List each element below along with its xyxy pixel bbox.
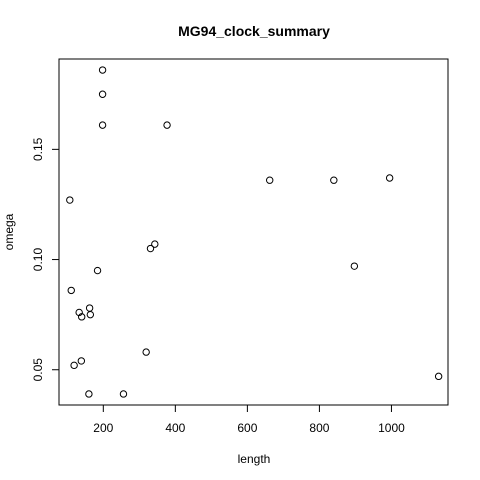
data-point	[351, 263, 357, 269]
y-axis: 0.05 0.10 0.15	[31, 137, 59, 381]
data-point	[147, 245, 153, 251]
data-point	[78, 358, 84, 364]
y-tick-label: 0.15	[31, 137, 45, 161]
data-point	[143, 349, 149, 355]
x-axis: 200 400 600 800 1000	[93, 405, 405, 435]
x-axis-label: length	[238, 452, 271, 466]
data-point	[267, 177, 273, 183]
data-point	[86, 391, 92, 397]
data-point	[94, 267, 100, 273]
data-point	[120, 391, 126, 397]
data-point	[87, 311, 93, 317]
x-tick-label: 800	[309, 421, 329, 435]
x-tick-label: 600	[237, 421, 257, 435]
data-point	[331, 177, 337, 183]
y-tick-label: 0.05	[31, 358, 45, 382]
data-point	[386, 175, 392, 181]
x-tick-label: 1000	[378, 421, 405, 435]
data-point	[164, 122, 170, 128]
y-tick-label: 0.10	[31, 248, 45, 272]
data-point	[99, 67, 105, 73]
y-axis-label: omega	[2, 213, 16, 250]
data-point	[68, 287, 74, 293]
plot-frame	[59, 59, 448, 405]
chart-title: MG94_clock_summary	[178, 23, 330, 39]
data-point	[99, 122, 105, 128]
data-point	[435, 373, 441, 379]
x-tick-label: 200	[93, 421, 113, 435]
data-point	[86, 305, 92, 311]
data-point	[99, 91, 105, 97]
x-tick-label: 400	[165, 421, 185, 435]
data-points	[67, 67, 442, 397]
data-point	[67, 197, 73, 203]
data-point	[71, 362, 77, 368]
